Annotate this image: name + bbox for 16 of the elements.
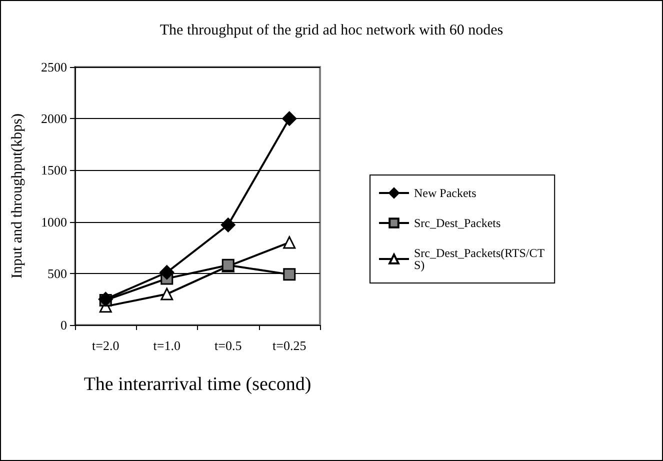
y-tick-label: 2000 [41, 111, 67, 126]
y-tick-label: 1000 [41, 214, 67, 230]
x-tick-label: t=1.0 [153, 338, 180, 353]
legend-label: Src_Dest_Packets [414, 216, 501, 230]
y-tick-label: 1500 [41, 162, 67, 178]
y-tick-label: 500 [48, 266, 67, 281]
y-tick-label: 2500 [41, 60, 67, 74]
x-axis-title: The interarrival time (second) [84, 374, 312, 395]
x-tick-label: t=0.5 [214, 338, 242, 353]
x-tick-label: t=2.0 [92, 338, 120, 353]
chart-title: The throughput of the grid ad hoc network with 60 nodes [160, 22, 504, 38]
y-tick-label: 0 [60, 318, 67, 332]
x-tick-label: t=0.25 [272, 338, 306, 353]
y-axis-title: Input and throughput(kbps) [10, 114, 26, 278]
legend-label: Src_Dest_Packets(RTS/CTS) [414, 246, 546, 272]
legend-label: New Packets [414, 186, 477, 200]
